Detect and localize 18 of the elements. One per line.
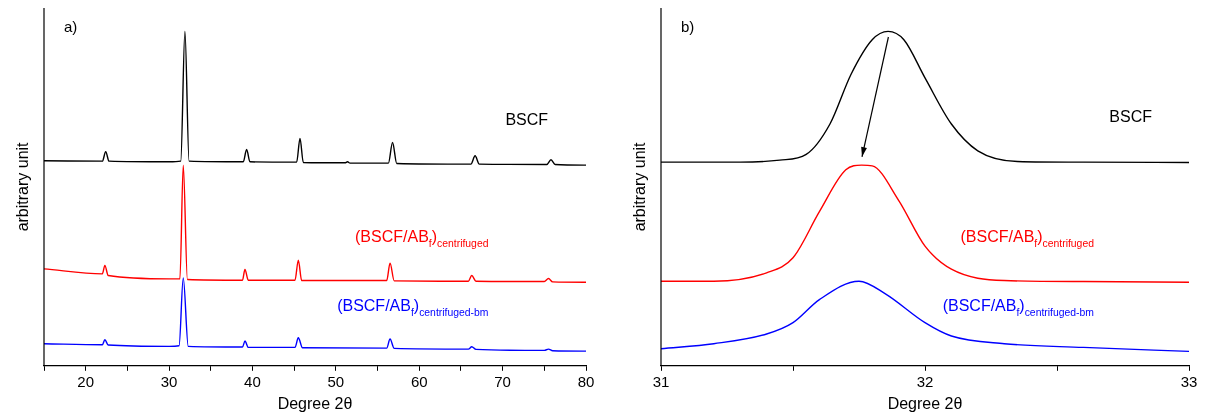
x-tick-label: 30 <box>160 372 178 390</box>
x-tick-label: 60 <box>410 372 428 390</box>
series-label: BSCF <box>505 111 549 129</box>
x-tick-label: 80 <box>577 372 595 390</box>
x-axis-title: Degree 2θ <box>887 394 963 412</box>
chart-title: b) <box>681 17 695 35</box>
x-tick-label: 40 <box>244 372 261 390</box>
x-tick-label: 31 <box>652 372 670 390</box>
x-tick-label: 33 <box>1180 372 1198 390</box>
x-tick-label: 50 <box>327 372 345 390</box>
y-axis-title: arbitrary unit <box>631 141 649 232</box>
x-axis-title: Degree 2θ <box>277 394 353 412</box>
x-tick-label: 32 <box>916 372 934 390</box>
x-tick-label: 70 <box>494 372 511 390</box>
y-axis-title: arbitrary unit <box>14 141 32 232</box>
chart-title: a) <box>64 17 78 35</box>
x-tick-label: 20 <box>77 372 95 390</box>
text: BSCF <box>1109 108 1153 126</box>
